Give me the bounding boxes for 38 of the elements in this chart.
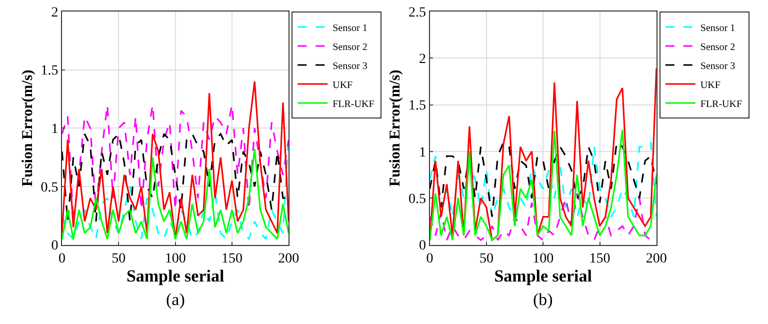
line-series <box>430 141 656 218</box>
legend-label: FLR-UKF <box>332 98 375 110</box>
y-axis-title: Fusion Error(m/s) <box>20 70 36 187</box>
legend-label: Sensor 3 <box>700 60 736 72</box>
x-tick-label: 50 <box>112 252 126 267</box>
x-axis-title: Sample serial <box>126 266 224 286</box>
x-axis-title: Sample serial <box>494 266 592 286</box>
legend-label: FLR-UKF <box>700 98 742 110</box>
line-series <box>430 68 656 241</box>
y-tick-label: 2.5 <box>408 5 426 20</box>
y-tick-label: 0 <box>51 238 58 254</box>
y-tick-label: 1.5 <box>40 64 58 79</box>
legend-label: UKF <box>700 80 721 91</box>
x-tick-label: 50 <box>479 252 494 267</box>
y-tick-label: 2 <box>51 5 58 20</box>
y-tick-label: 0.5 <box>40 180 58 196</box>
legend-label: UKF <box>332 80 354 91</box>
legend-label: Sensor 1 <box>700 22 736 34</box>
x-tick-label: 100 <box>532 252 554 267</box>
y-tick-label: 0.5 <box>408 192 426 208</box>
y-tick-label: 1 <box>51 122 58 138</box>
y-tick-label: 1.5 <box>408 98 426 114</box>
text: (b) <box>533 290 553 309</box>
legend-label: Sensor 2 <box>700 42 736 53</box>
x-tick-label: 100 <box>164 252 186 267</box>
y-axis-title: Fusion Error(m/s) <box>388 70 404 187</box>
x-tick-label: 200 <box>646 252 667 267</box>
x-tick-label: 200 <box>278 252 300 267</box>
y-tick-label: 2 <box>418 52 426 68</box>
x-tick-label: 150 <box>589 252 610 267</box>
line-series <box>430 129 656 241</box>
legend-label: Sensor 3 <box>332 60 368 72</box>
y-tick-label: 1 <box>418 145 426 160</box>
text: (a) <box>166 290 185 309</box>
legend-label: Sensor 1 <box>332 22 368 34</box>
x-tick-label: 150 <box>221 252 242 267</box>
y-tick-label: 0 <box>418 238 426 254</box>
legend-label: Sensor 2 <box>332 42 368 53</box>
